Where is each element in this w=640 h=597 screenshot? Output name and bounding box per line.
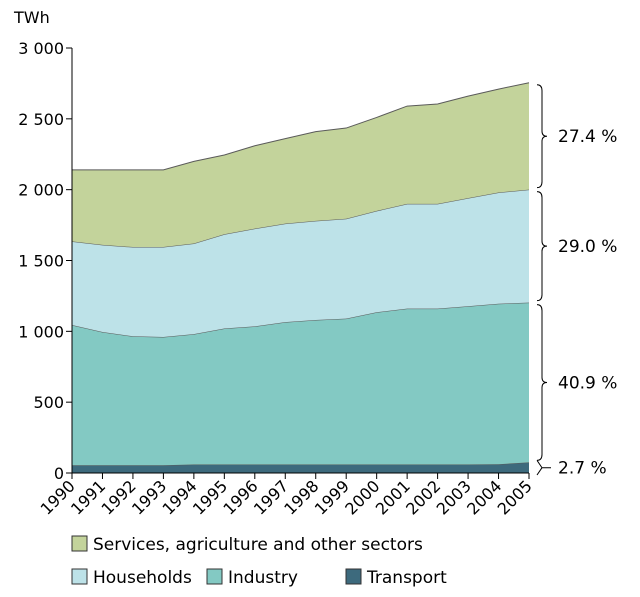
x-tick-label: 1991 bbox=[67, 476, 109, 518]
legend-swatch-households bbox=[71, 568, 88, 585]
share-label-services-agriculture-and-other-sectors: 27.4 % bbox=[558, 127, 617, 147]
x-tick-label: 1992 bbox=[98, 476, 140, 518]
legend-swatch-transport bbox=[345, 568, 362, 585]
legend-swatch-services-agriculture-and-other-sectors bbox=[71, 535, 88, 552]
y-tick-label: 500 bbox=[33, 393, 64, 412]
legend: Services, agriculture and other sectors H… bbox=[71, 535, 447, 588]
share-brackets-group: 2.7 % 40.9 % 29.0 % 27.4 % bbox=[536, 84, 617, 479]
x-tick-label: 2005 bbox=[494, 476, 536, 518]
legend-label-transport: Transport bbox=[366, 568, 447, 588]
y-tick-label: 2 000 bbox=[18, 181, 64, 200]
share-bracket-households bbox=[536, 191, 548, 302]
legend-label-households: Households bbox=[93, 568, 192, 588]
x-tick-label: 1993 bbox=[128, 476, 170, 518]
x-tick-label: 2004 bbox=[463, 476, 505, 518]
x-tick-label: 2001 bbox=[372, 476, 414, 518]
y-tick-label: 1 000 bbox=[18, 322, 64, 341]
share-label-households: 29.0 % bbox=[558, 237, 617, 257]
legend-swatch-industry bbox=[206, 568, 223, 585]
area-services-agriculture-and-other-sectors bbox=[72, 82, 529, 248]
x-tick-label: 1994 bbox=[158, 476, 200, 518]
y-axis-unit-label: TWh bbox=[13, 8, 50, 27]
y-tick-label: 3 000 bbox=[18, 39, 64, 58]
area-series-group bbox=[71, 82, 530, 473]
y-tick-label: 2 500 bbox=[18, 110, 64, 129]
x-tick-label: 1997 bbox=[250, 476, 292, 518]
x-tick-label: 1999 bbox=[311, 476, 353, 518]
x-tick-label: 2003 bbox=[433, 476, 475, 518]
share-bracket-transport bbox=[536, 460, 551, 476]
area-top-line-services-agriculture-and-other-sectors bbox=[72, 82, 530, 171]
y-tick-label: 1 500 bbox=[18, 252, 64, 271]
share-bracket-services-agriculture-and-other-sectors bbox=[536, 84, 548, 189]
legend-label-services-agriculture-and-other-sectors: Services, agriculture and other sectors bbox=[93, 535, 423, 555]
area-industry bbox=[72, 302, 529, 466]
legend-label-industry: Industry bbox=[228, 568, 298, 588]
x-tick-label: 1995 bbox=[189, 476, 231, 518]
x-tick-label: 1998 bbox=[280, 476, 322, 518]
share-label-transport: 2.7 % bbox=[558, 459, 607, 479]
area-households bbox=[72, 189, 529, 337]
y-tick-label: 0 bbox=[54, 464, 64, 483]
x-tick-label: 2002 bbox=[402, 476, 444, 518]
share-bracket-industry bbox=[536, 304, 548, 461]
x-tick-label: 1990 bbox=[37, 476, 79, 518]
x-tick-label: 1996 bbox=[219, 476, 261, 518]
x-tick-label: 2000 bbox=[341, 476, 383, 518]
share-label-industry: 40.9 % bbox=[558, 373, 617, 393]
